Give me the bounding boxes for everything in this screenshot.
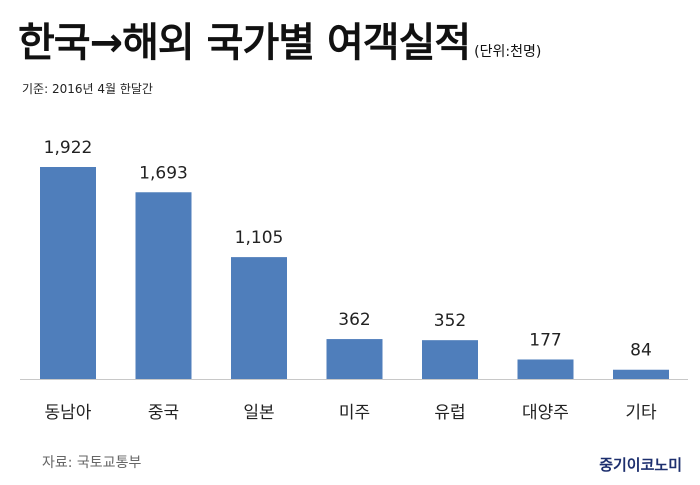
category-label-6: 기타	[625, 403, 657, 423]
bar-3	[326, 339, 383, 379]
bar-5	[517, 359, 574, 379]
source-note: 자료: 국토교통부	[42, 455, 142, 471]
title-row: 한국→해외 국가별 여객실적 (단위:천명)	[18, 10, 541, 68]
category-label-1: 중국	[148, 403, 179, 423]
brand-logo: 중기이코노미	[599, 456, 682, 474]
category-label-3: 미주	[339, 403, 370, 423]
chart-title: 한국→해외 국가별 여객실적	[18, 20, 471, 66]
category-label-2: 일본	[243, 403, 274, 423]
value-label-1: 1,693	[139, 163, 188, 183]
value-label-4: 352	[434, 311, 466, 331]
bar-4	[422, 340, 478, 379]
category-label-5: 대양주	[522, 403, 569, 423]
unit-label: (단위:천명)	[474, 44, 542, 60]
category-label-4: 유럽	[434, 403, 465, 423]
category-label-0: 동남아	[45, 403, 92, 423]
value-label-0: 1,922	[44, 138, 93, 158]
bar-0	[40, 167, 96, 379]
basis-note: 기준: 2016년 4월 한달간	[22, 82, 153, 96]
value-label-2: 1,105	[235, 228, 284, 248]
value-label-6: 84	[630, 341, 652, 361]
value-label-3: 362	[338, 310, 370, 330]
bar-1	[135, 192, 192, 379]
bar-6	[613, 369, 669, 379]
bar-2	[231, 257, 287, 379]
value-label-5: 177	[529, 330, 561, 350]
